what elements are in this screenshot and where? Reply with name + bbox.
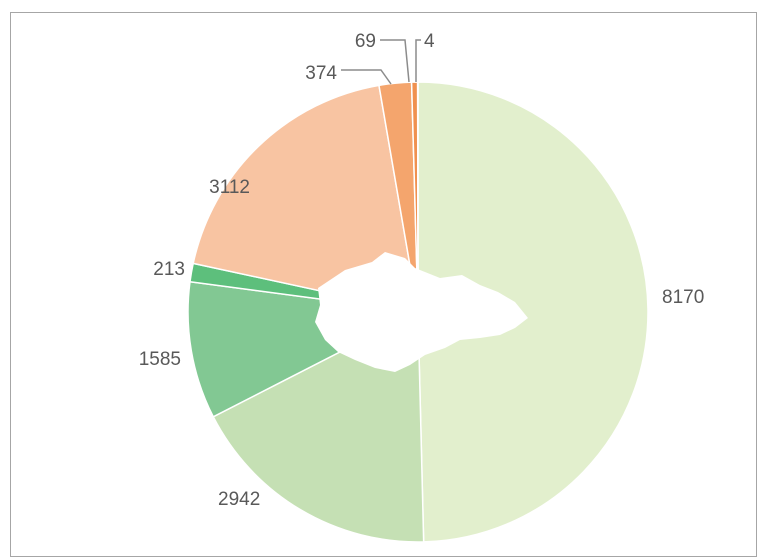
- pie-slice: [212, 310, 425, 543]
- data-label: 213: [153, 259, 185, 280]
- data-label: 8170: [662, 287, 704, 308]
- data-label: 69: [355, 31, 376, 52]
- data-label: 1585: [139, 349, 181, 370]
- data-label: 2942: [218, 489, 260, 510]
- data-label: 374: [305, 63, 337, 84]
- data-label: 3112: [209, 177, 250, 198]
- map-shape: [315, 252, 528, 372]
- pie-slice: [417, 81, 649, 543]
- data-label: 4: [424, 31, 435, 52]
- leader-line: [415, 39, 421, 82]
- leader-line: [380, 39, 410, 83]
- leader-line: [341, 69, 392, 85]
- pie-slice: [192, 84, 419, 313]
